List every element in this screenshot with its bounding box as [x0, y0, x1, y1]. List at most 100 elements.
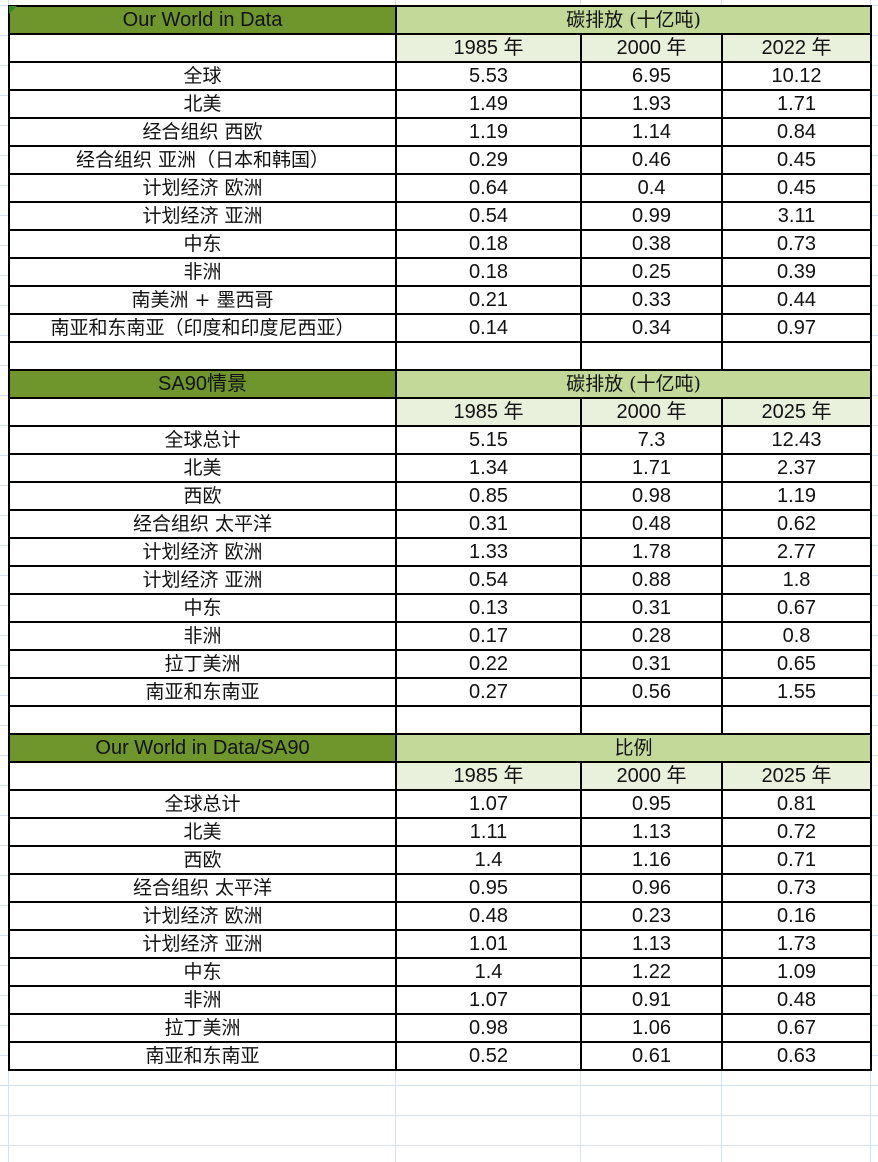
value-cell[interactable]: 0.65: [721, 649, 872, 679]
value-cell[interactable]: 1.34: [395, 453, 582, 483]
value-cell[interactable]: 0.14: [395, 313, 582, 343]
table-title-cell[interactable]: Our World in Data: [8, 5, 397, 35]
value-cell[interactable]: 0.17: [395, 621, 582, 651]
value-cell[interactable]: 0.71: [721, 845, 872, 875]
region-cell[interactable]: 经合组织 亚洲（日本和韩国）: [8, 145, 397, 175]
value-cell[interactable]: 1.13: [580, 929, 723, 959]
region-cell[interactable]: 全球总计: [8, 425, 397, 455]
value-cell[interactable]: 1.16: [580, 845, 723, 875]
value-cell[interactable]: 0.95: [395, 873, 582, 903]
empty-cell[interactable]: [580, 705, 723, 735]
region-cell[interactable]: 全球总计: [8, 789, 397, 819]
region-cell[interactable]: 计划经济 欧洲: [8, 537, 397, 567]
value-cell[interactable]: 0.8: [721, 621, 872, 651]
value-cell[interactable]: 0.63: [721, 1041, 872, 1071]
value-cell[interactable]: 1.07: [395, 985, 582, 1015]
value-cell[interactable]: 2.77: [721, 537, 872, 567]
value-cell[interactable]: 0.67: [721, 1013, 872, 1043]
region-cell[interactable]: 北美: [8, 453, 397, 483]
year-header-cell[interactable]: 1985 年: [395, 33, 582, 63]
value-cell[interactable]: 1.71: [580, 453, 723, 483]
year-header-cell[interactable]: 2025 年: [721, 761, 872, 791]
region-cell[interactable]: 非洲: [8, 257, 397, 287]
value-cell[interactable]: 0.48: [395, 901, 582, 931]
value-cell[interactable]: 1.93: [580, 89, 723, 119]
value-cell[interactable]: 1.07: [395, 789, 582, 819]
region-cell[interactable]: 计划经济 欧洲: [8, 901, 397, 931]
region-cell[interactable]: 经合组织 太平洋: [8, 873, 397, 903]
value-cell[interactable]: 0.31: [395, 509, 582, 539]
value-cell[interactable]: 1.19: [395, 117, 582, 147]
empty-cell[interactable]: [8, 761, 397, 791]
region-cell[interactable]: 拉丁美洲: [8, 649, 397, 679]
value-cell[interactable]: 0.16: [721, 901, 872, 931]
year-header-cell[interactable]: 1985 年: [395, 761, 582, 791]
region-cell[interactable]: 非洲: [8, 621, 397, 651]
value-cell[interactable]: 0.64: [395, 173, 582, 203]
value-cell[interactable]: 1.33: [395, 537, 582, 567]
value-cell[interactable]: 0.54: [395, 201, 582, 231]
year-header-cell[interactable]: 2022 年: [721, 33, 872, 63]
value-cell[interactable]: 0.52: [395, 1041, 582, 1071]
value-cell[interactable]: 0.81: [721, 789, 872, 819]
region-cell[interactable]: 全球: [8, 61, 397, 91]
region-cell[interactable]: 计划经济 欧洲: [8, 173, 397, 203]
value-cell[interactable]: 1.09: [721, 957, 872, 987]
value-cell[interactable]: 0.48: [580, 509, 723, 539]
value-cell[interactable]: 0.97: [721, 313, 872, 343]
value-cell[interactable]: 1.71: [721, 89, 872, 119]
value-cell[interactable]: 0.4: [580, 173, 723, 203]
region-cell[interactable]: 非洲: [8, 985, 397, 1015]
value-cell[interactable]: 0.88: [580, 565, 723, 595]
value-cell[interactable]: 0.95: [580, 789, 723, 819]
value-cell[interactable]: 1.4: [395, 845, 582, 875]
value-cell[interactable]: 10.12: [721, 61, 872, 91]
value-cell[interactable]: 0.39: [721, 257, 872, 287]
region-cell[interactable]: 中东: [8, 229, 397, 259]
value-cell[interactable]: 0.61: [580, 1041, 723, 1071]
value-cell[interactable]: 1.06: [580, 1013, 723, 1043]
metric-header-cell[interactable]: 碳排放 (十亿吨): [395, 5, 872, 35]
region-cell[interactable]: 南美洲 + 墨西哥: [8, 285, 397, 315]
value-cell[interactable]: 6.95: [580, 61, 723, 91]
value-cell[interactable]: 0.33: [580, 285, 723, 315]
value-cell[interactable]: 0.44: [721, 285, 872, 315]
empty-cell[interactable]: [8, 705, 397, 735]
table-title-cell[interactable]: SA90情景: [8, 369, 397, 399]
value-cell[interactable]: 0.18: [395, 257, 582, 287]
value-cell[interactable]: 0.45: [721, 145, 872, 175]
region-cell[interactable]: 南亚和东南亚: [8, 1041, 397, 1071]
value-cell[interactable]: 0.29: [395, 145, 582, 175]
value-cell[interactable]: 0.91: [580, 985, 723, 1015]
value-cell[interactable]: 0.34: [580, 313, 723, 343]
empty-cell[interactable]: [721, 341, 872, 371]
value-cell[interactable]: 7.3: [580, 425, 723, 455]
value-cell[interactable]: 0.13: [395, 593, 582, 623]
value-cell[interactable]: 0.96: [580, 873, 723, 903]
empty-cell[interactable]: [8, 33, 397, 63]
value-cell[interactable]: 0.98: [395, 1013, 582, 1043]
value-cell[interactable]: 0.27: [395, 677, 582, 707]
value-cell[interactable]: 1.19: [721, 481, 872, 511]
value-cell[interactable]: 0.22: [395, 649, 582, 679]
value-cell[interactable]: 2.37: [721, 453, 872, 483]
value-cell[interactable]: 1.22: [580, 957, 723, 987]
value-cell[interactable]: 1.4: [395, 957, 582, 987]
value-cell[interactable]: 0.48: [721, 985, 872, 1015]
region-cell[interactable]: 北美: [8, 89, 397, 119]
year-header-cell[interactable]: 2000 年: [580, 397, 723, 427]
empty-cell[interactable]: [8, 341, 397, 371]
value-cell[interactable]: 1.13: [580, 817, 723, 847]
value-cell[interactable]: 12.43: [721, 425, 872, 455]
value-cell[interactable]: 3.11: [721, 201, 872, 231]
value-cell[interactable]: 0.38: [580, 229, 723, 259]
region-cell[interactable]: 南亚和东南亚（印度和印度尼西亚）: [8, 313, 397, 343]
value-cell[interactable]: 5.15: [395, 425, 582, 455]
region-cell[interactable]: 南亚和东南亚: [8, 677, 397, 707]
value-cell[interactable]: 0.31: [580, 649, 723, 679]
region-cell[interactable]: 北美: [8, 817, 397, 847]
value-cell[interactable]: 0.56: [580, 677, 723, 707]
metric-header-cell[interactable]: 碳排放 (十亿吨): [395, 369, 872, 399]
region-cell[interactable]: 西欧: [8, 481, 397, 511]
value-cell[interactable]: 0.99: [580, 201, 723, 231]
